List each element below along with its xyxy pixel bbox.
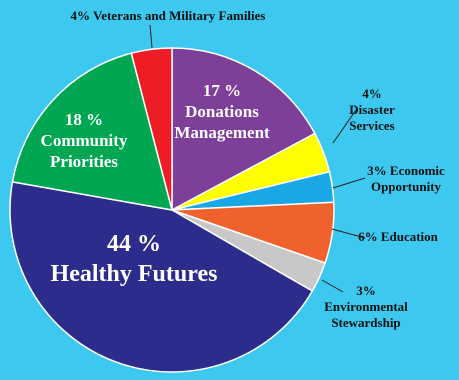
label-line: 3% — [356, 283, 376, 298]
label-line: Management — [174, 123, 270, 142]
slice-labels: 17 % Donations Management 4% Disaster Service… — [41, 8, 445, 330]
leader-line-economic-opportunity — [332, 177, 366, 189]
leader-line-disaster-services — [332, 109, 357, 144]
label-line: Services — [349, 118, 394, 133]
label-line: 3% Economic — [367, 163, 445, 178]
leader-lines — [149, 24, 366, 293]
label-line: 17 % — [203, 81, 241, 100]
label-line: 4% Veterans and Military Families — [71, 8, 266, 23]
leader-line-veterans-and-military-families — [149, 24, 153, 49]
label-line: Community — [41, 131, 128, 150]
label-line: Environmental — [324, 299, 408, 314]
slice-healthy-futures — [9, 180, 314, 373]
label-line: 6% Education — [358, 229, 439, 244]
label-line: Opportunity — [371, 179, 442, 194]
label-community-priorities: 18 % Community Priorities — [41, 110, 128, 171]
label-veterans-and-military-families: 4% Veterans and Military Families — [71, 8, 266, 23]
leader-line-education — [331, 228, 366, 239]
label-line: Donations — [185, 102, 259, 121]
label-disaster-services: 4% Disaster Services — [349, 86, 395, 133]
leader-line-environmental-stewardship — [321, 279, 344, 293]
label-line: Healthy Futures — [51, 261, 218, 287]
label-education: 6% Education — [358, 229, 439, 244]
label-line: 44 % — [107, 231, 161, 257]
label-line: Disaster — [349, 102, 395, 117]
slice-community-priorities — [11, 52, 174, 211]
pie-slices — [9, 47, 335, 373]
label-line: Stewardship — [331, 315, 400, 330]
label-economic-opportunity: 3% Economic Opportunity — [367, 163, 445, 194]
label-line: 4% — [362, 86, 382, 101]
label-line: Priorities — [50, 152, 118, 171]
slice-veterans-and-military-families — [130, 47, 173, 211]
label-donations-management: 17 % Donations Management — [174, 81, 270, 142]
label-line: 18 % — [65, 110, 103, 129]
slice-donations-management — [171, 47, 316, 212]
label-environmental-stewardship: 3% Environmental Stewardship — [324, 283, 408, 330]
label-healthy-futures: 44 % Healthy Futures — [51, 231, 218, 287]
